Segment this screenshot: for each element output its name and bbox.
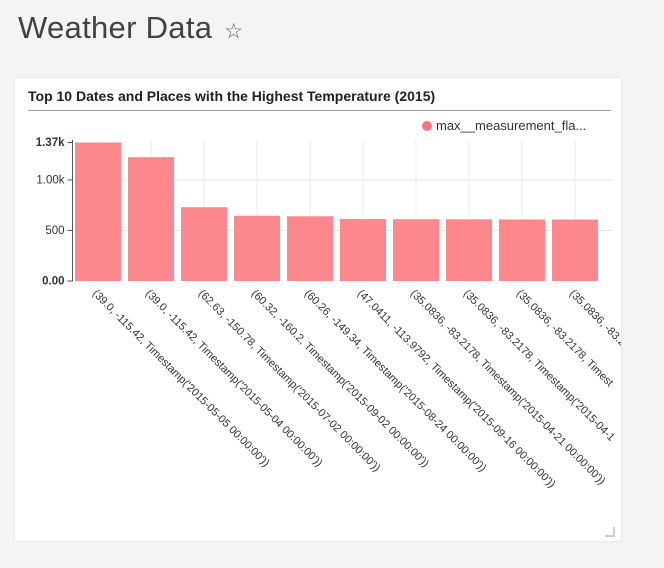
chart-card: Top 10 Dates and Places with the Highest… [15,78,621,541]
y-axis-label: 1.00k [36,174,64,186]
title-divider [28,110,611,111]
x-axis-label: (47.0411, -113.9792, Timestamp('2015-09-… [355,288,558,491]
x-axis-label: (39.0, -115.42, Timestamp('2015-05-04 00… [143,288,325,470]
x-axis-label: (35.0836, -83.2178, Timestamp('2015-04-2… [408,288,608,488]
legend-label: max__measurement_fla... [436,118,587,133]
x-axis-label: (39.0, -115.42, Timestamp('2015-05-05 00… [90,288,272,470]
x-axis-label: (35.0836, -83.2178, Timest [514,288,615,389]
page-header: Weather Data ☆ [18,10,243,46]
bar[interactable] [128,157,174,281]
bar[interactable] [393,219,439,281]
x-axis-label: (60.32, -160.2, Timestamp('2015-09-02 00… [249,288,431,470]
bar[interactable] [552,219,598,281]
x-axis-label: (60.26, -149.34, Timestamp('2015-08-24 0… [302,288,489,475]
chart-title: Top 10 Dates and Places with the Highest… [28,88,436,104]
x-axis-label: (62.63, -150.78, Timestamp('2015-07-02 0… [196,288,383,475]
y-axis-label: 500 [45,225,64,237]
bar-chart[interactable]: 0.00 500 1.00k 1.37k (39.0, -115.42, Timesta… [15,78,621,541]
bar[interactable] [287,216,333,281]
bar[interactable] [234,215,280,281]
bar[interactable] [340,219,386,281]
favorite-star-icon[interactable]: ☆ [224,19,244,43]
bar[interactable] [499,219,545,281]
bar[interactable] [446,219,492,281]
y-axis-label: 1.37k [36,137,65,149]
bar[interactable] [181,207,227,281]
bar[interactable] [75,142,121,282]
y-axis-label: 0.00 [42,276,64,288]
resize-handle-icon[interactable] [605,527,615,537]
legend-item[interactable]: max__measurement_fla... [422,118,586,133]
page-title: Weather Data [18,10,213,45]
legend-dot-icon [422,120,432,131]
